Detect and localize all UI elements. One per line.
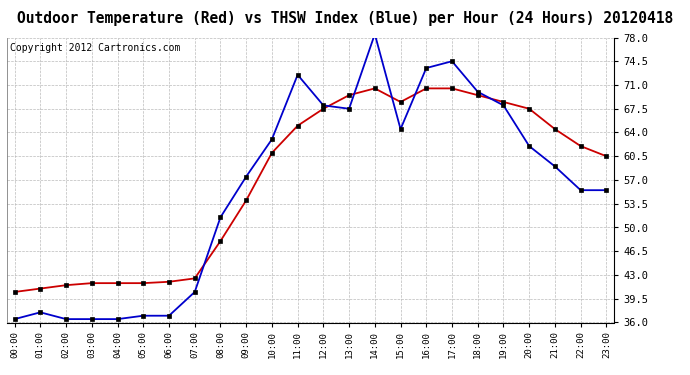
Text: Copyright 2012 Cartronics.com: Copyright 2012 Cartronics.com [10,43,180,53]
Text: Outdoor Temperature (Red) vs THSW Index (Blue) per Hour (24 Hours) 20120418: Outdoor Temperature (Red) vs THSW Index … [17,11,673,26]
